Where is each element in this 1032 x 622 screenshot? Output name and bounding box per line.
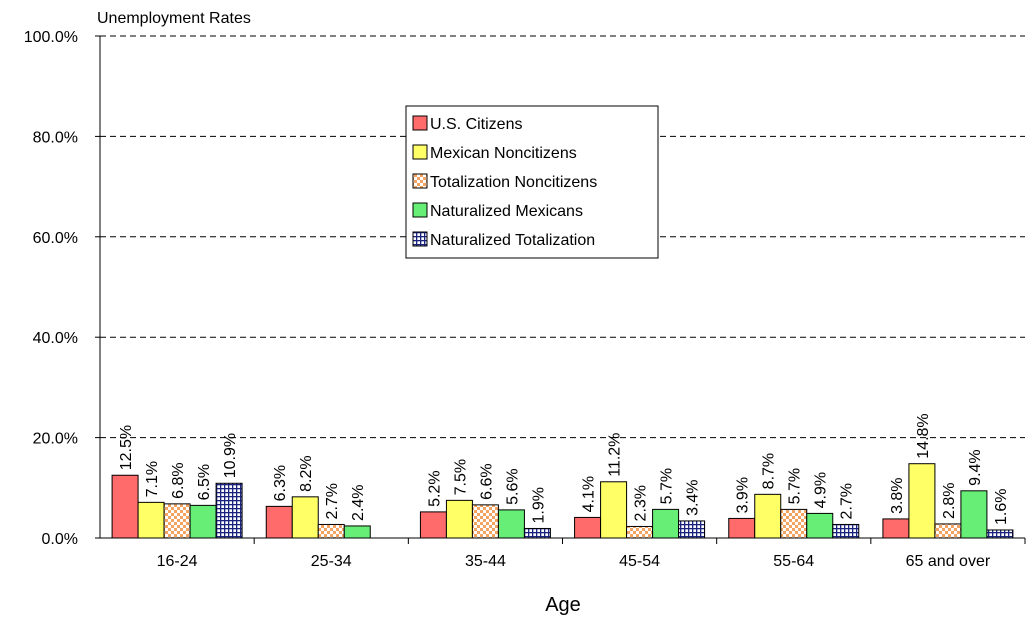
data-label: 3.9% [735,477,752,513]
y-tick-label: 20.0% [33,431,78,448]
bar [189,504,217,539]
bar [626,525,654,539]
legend-swatch [412,231,428,247]
bar [291,496,319,539]
x-tick-label: 35-44 [465,553,506,570]
data-label: 3.8% [889,477,906,513]
legend: U.S. Citizens Mexican Noncitizens Totaliza… [405,105,659,259]
chart-title: Unemployment Rates [97,10,251,27]
data-label: 11.2% [607,433,624,477]
x-axis-label: Age [545,594,581,616]
x-tick-label: 45-54 [619,553,660,570]
y-tick-label: 60.0% [33,230,78,247]
data-label: 6.8% [170,462,187,498]
legend-label: Mexican Noncitizens [430,145,577,162]
bar [574,516,602,539]
y-axis-ticks: 0.0% 20.0% 40.0% 60.0% 80.0% 100.0% [24,29,100,548]
data-label: 2.7% [839,483,856,519]
bar [215,482,243,539]
y-tick-label: 80.0% [33,129,78,146]
data-label: 6.3% [272,465,289,501]
data-label: 12.5% [118,425,135,470]
data-label: 1.6% [993,488,1010,524]
legend-label: U.S. Citizens [430,116,522,133]
bar [317,523,345,539]
data-label: 14.8% [915,413,932,458]
legend-box [405,105,659,259]
data-label: 4.1% [581,476,598,512]
legend-swatch [412,202,428,218]
data-label: 2.3% [633,485,650,521]
data-labels: 12.5% 7.1% 6.8% 6.5% 10.9% 6.3% 8.2% 2.7% 2.4% 5.… [118,413,1010,525]
bar [471,504,499,539]
bar [832,523,860,539]
data-label: 8.7% [761,453,778,489]
bar [882,518,910,539]
data-label: 7.1% [144,461,161,497]
bar [678,520,706,539]
legend-label: Naturalized Mexicans [430,203,583,220]
bar [986,529,1014,539]
y-tick-label: 0.0% [42,531,78,548]
legend-swatch [412,115,428,131]
bar [163,503,191,539]
x-tick-label: 65 and over [906,553,991,570]
data-label: 8.2% [298,455,315,491]
bar [908,463,936,539]
bar [419,511,447,539]
bar [445,499,473,539]
x-axis-ticks: 16-24 25-34 35-44 45-54 55-64 65 and over [157,538,1026,570]
data-label: 2.7% [324,483,341,519]
data-label: 2.4% [350,484,367,520]
x-tick-label: 55-64 [773,553,814,570]
bar [960,490,988,539]
x-tick-label: 16-24 [157,553,198,570]
bars [111,463,1014,539]
data-label: 4.9% [813,472,830,508]
data-label: 6.6% [478,463,495,499]
bar [728,517,756,539]
data-label: 5.2% [426,470,443,506]
x-tick-label: 25-34 [311,553,352,570]
bar [754,493,782,539]
data-label: 7.5% [452,459,469,495]
legend-label: Naturalized Totalization [430,232,595,249]
data-label: 5.6% [504,468,521,504]
data-label: 2.8% [941,482,958,518]
data-label: 6.5% [196,464,213,500]
data-label: 1.9% [530,487,547,523]
bar [497,509,525,539]
bar [652,508,680,539]
bar [137,501,165,539]
y-tick-label: 40.0% [33,330,78,347]
bar [111,474,139,539]
data-label: 9.4% [967,449,984,485]
bar [265,505,293,539]
y-tick-label: 100.0% [24,29,78,46]
legend-swatch [412,173,428,189]
bar [934,523,962,539]
data-label: 10.9% [222,433,239,478]
bar [600,481,628,539]
bar [806,512,834,539]
data-label: 3.4% [685,479,702,515]
bar [780,508,808,539]
data-label: 5.7% [659,468,676,504]
legend-swatch [412,144,428,160]
legend-label: Totalization Noncitizens [430,174,597,191]
bar [523,527,551,539]
data-label: 5.7% [787,468,804,504]
bar [343,525,371,539]
